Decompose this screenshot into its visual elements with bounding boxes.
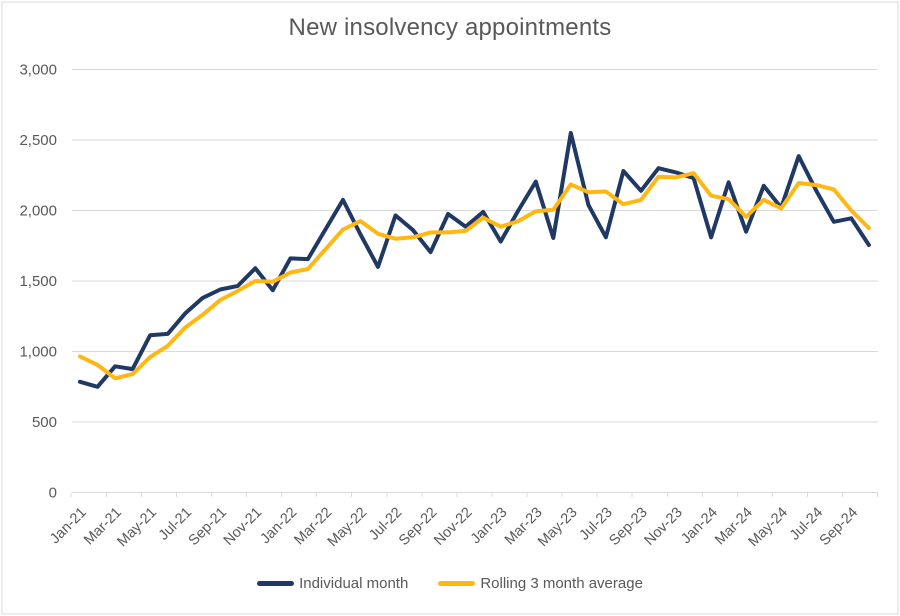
x-axis-label: Jan-23 [468,505,511,548]
x-axis-label: Sep-23 [606,505,650,549]
chart-legend: Individual month Rolling 3 month average [0,570,900,596]
y-axis-label: 0 [49,485,57,502]
y-axis-label: 500 [32,414,57,431]
x-axis-label: May-24 [746,505,792,551]
legend-item-rolling-average: Rolling 3 month average [438,575,643,592]
x-axis-label: May-22 [325,505,371,551]
series-rolling-average-line [78,171,871,381]
individual-month-legend-swatch [257,580,295,586]
rolling-average-legend-swatch [438,580,476,586]
series-individual-month-line [78,131,871,389]
legend-item-individual-month: Individual month [257,575,408,592]
individual-month-legend-label: Individual month [299,574,409,592]
x-axis-label: Sep-21 [186,505,230,549]
x-axis-label: May-23 [535,505,581,551]
x-axis-label: Sep-22 [396,505,440,549]
x-axis-label: May-21 [114,505,160,551]
y-axis-label: 1,500 [19,273,57,290]
y-axis-label: 1,000 [19,344,57,361]
x-axis-label: Jan-21 [47,505,90,548]
rolling-average-legend-label: Rolling 3 month average [480,574,643,592]
x-axis-label: Nov-22 [431,505,475,549]
y-axis-label: 3,000 [19,62,57,79]
x-axis-label: Nov-21 [221,505,265,549]
y-axis-label: 2,500 [19,132,57,149]
x-axis-label: Nov-23 [641,505,685,549]
y-axis-label: 2,000 [19,203,57,220]
chart-title: New insolvency appointments [288,14,612,41]
x-axis-label: Sep-24 [817,505,861,549]
